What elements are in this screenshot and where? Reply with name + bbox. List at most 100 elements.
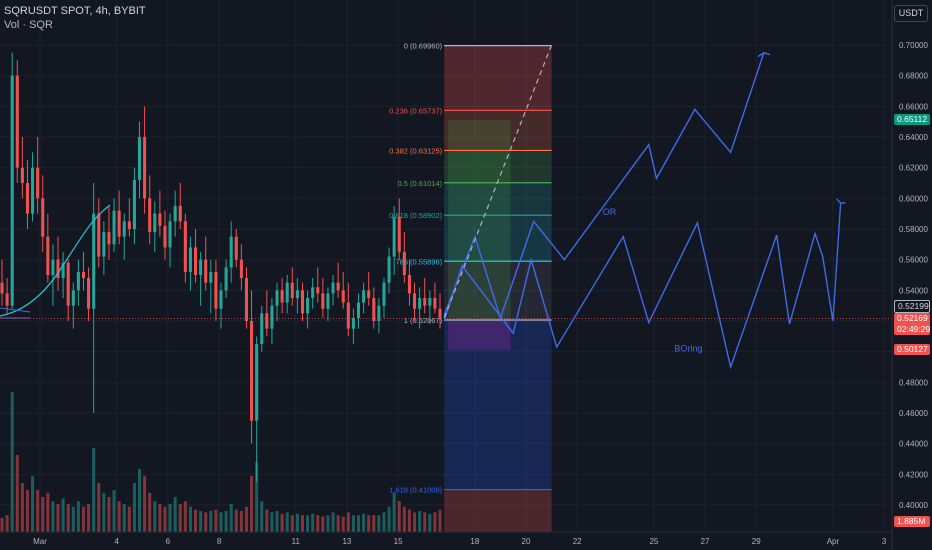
projection-lines[interactable]: OR BOring (443, 44, 846, 370)
x-tick-label: 15 (394, 537, 403, 546)
candle-body (402, 252, 406, 275)
candle-body (183, 221, 187, 272)
volume-bar (295, 513, 299, 532)
volume-bar (372, 515, 376, 532)
volume-bar (300, 515, 305, 532)
volume-bar (397, 501, 401, 532)
candles (0, 52, 892, 482)
volume-bar (346, 512, 350, 532)
volume-bar (229, 504, 233, 532)
candle-body (387, 256, 391, 283)
chart-header: SQRUSDT SPOT, 4h, BYBIT Vol · SQR (4, 4, 146, 32)
x-tick-label: Mar (33, 537, 47, 546)
y-tick-label: 0.40000 (899, 501, 928, 510)
fib-level-label: 0.618 (0.58902) (389, 211, 442, 220)
candle-body (306, 298, 310, 314)
candle-body (362, 290, 366, 303)
volume-bar (224, 511, 228, 532)
candle-body (46, 236, 50, 275)
candle-body (423, 298, 427, 306)
volume-bar (132, 483, 136, 532)
chart-annotation[interactable]: OR (603, 207, 617, 217)
volume-bar (316, 515, 320, 532)
volume-bar (280, 513, 284, 532)
candle-body (143, 137, 147, 199)
volume-bar (41, 497, 45, 532)
price-tag-current: 0.52169 02:49:29 (894, 313, 930, 335)
volume-bar (153, 501, 157, 532)
volume-bar (112, 490, 116, 532)
x-tick-label: 29 (752, 537, 761, 546)
candle-body (117, 210, 121, 237)
chart-annotation[interactable]: BOring (674, 344, 702, 354)
symbol-line[interactable]: SQRUSDT SPOT, 4h, BYBIT (4, 5, 146, 17)
price-tag-low: 0.50127 (894, 344, 930, 355)
volume-bar (290, 515, 294, 532)
candle-body (178, 206, 182, 222)
fib-zone (444, 150, 552, 183)
volume-bar (392, 492, 396, 532)
candle-body (97, 213, 101, 257)
y-tick-label: 0.48000 (899, 378, 928, 387)
volume-bar (270, 512, 274, 532)
volume-bar (428, 513, 432, 532)
y-tick-label: 0.60000 (899, 194, 928, 203)
currency-button[interactable]: USDT (894, 5, 928, 22)
x-tick-label: 4 (115, 537, 120, 546)
volume-bar (362, 513, 366, 532)
y-tick-label: 0.68000 (899, 72, 928, 81)
fib-zone (444, 182, 552, 216)
volume-bar (336, 515, 340, 532)
volume-bar (265, 509, 269, 532)
candle-body (71, 290, 75, 306)
candle-body (392, 216, 396, 257)
x-tick-label: 25 (649, 537, 658, 546)
volume-bar (367, 515, 371, 532)
fib-level-label: 1 (0.52067) (404, 316, 443, 325)
candle-body (438, 308, 442, 318)
candle-body (163, 225, 167, 248)
candle-body (280, 290, 284, 303)
candle-body (275, 290, 279, 306)
volume-bar (173, 497, 177, 532)
candle-body (132, 179, 136, 229)
candle-body (61, 262, 65, 279)
volume-bar (92, 448, 96, 532)
volume-indicator-label[interactable]: Vol · SQR (4, 19, 53, 31)
candle-body (270, 305, 274, 329)
x-tick-label: 18 (470, 537, 479, 546)
x-tick-label: 20 (522, 537, 531, 546)
volume-bar (107, 497, 111, 532)
candle-body (331, 282, 335, 294)
candle-body (260, 313, 264, 344)
candle-body (31, 167, 35, 214)
volume-bar (10, 392, 14, 532)
candle-body (341, 290, 345, 303)
volume-bar (351, 515, 355, 532)
projection-path-boring[interactable] (443, 202, 842, 370)
volume-bar (219, 512, 223, 532)
volume-bar (275, 511, 279, 532)
candle-body (356, 302, 361, 318)
price-tag-fib: 0.65112 (894, 114, 930, 125)
volume-bar (194, 509, 198, 532)
projection-path-up[interactable] (443, 52, 765, 321)
fibonacci-retracement[interactable]: 0 (0.69960) 0.236 (0.65737) 0.382 (0.63125… (389, 42, 552, 532)
candle-body (219, 290, 223, 309)
candle-body (15, 75, 19, 168)
candle-body (92, 213, 96, 309)
candle-body (244, 278, 248, 321)
fib-level-label: 0.236 (0.65737) (389, 106, 442, 115)
volume-bar (331, 512, 335, 532)
volume-bar (20, 483, 24, 532)
volume-bar (188, 506, 192, 532)
y-tick-label: 0.66000 (899, 102, 928, 111)
trend-lines (0, 307, 31, 319)
volume-bar (61, 498, 65, 532)
target-dashed-line[interactable] (443, 44, 553, 319)
bar-countdown: 02:49:29 (897, 324, 931, 334)
volume-bar (402, 506, 406, 532)
candle-body (87, 278, 91, 309)
candle-body (153, 213, 157, 233)
